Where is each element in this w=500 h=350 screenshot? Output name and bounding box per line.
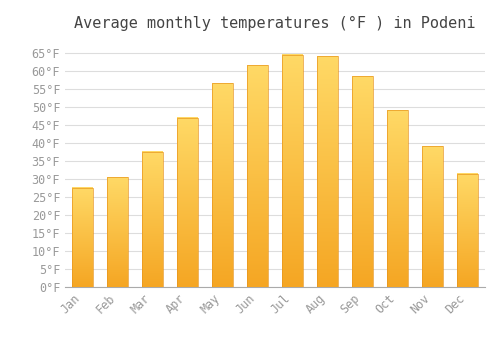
- Bar: [142, 152, 163, 287]
- Bar: [352, 76, 373, 287]
- Bar: [212, 83, 233, 287]
- Bar: [317, 56, 338, 287]
- Bar: [72, 188, 93, 287]
- Bar: [422, 147, 443, 287]
- Bar: [107, 177, 128, 287]
- Bar: [247, 65, 268, 287]
- Bar: [387, 111, 408, 287]
- Bar: [177, 118, 198, 287]
- Title: Average monthly temperatures (°F ) in Podeni: Average monthly temperatures (°F ) in Po…: [74, 16, 476, 31]
- Bar: [457, 174, 478, 287]
- Bar: [282, 55, 303, 287]
